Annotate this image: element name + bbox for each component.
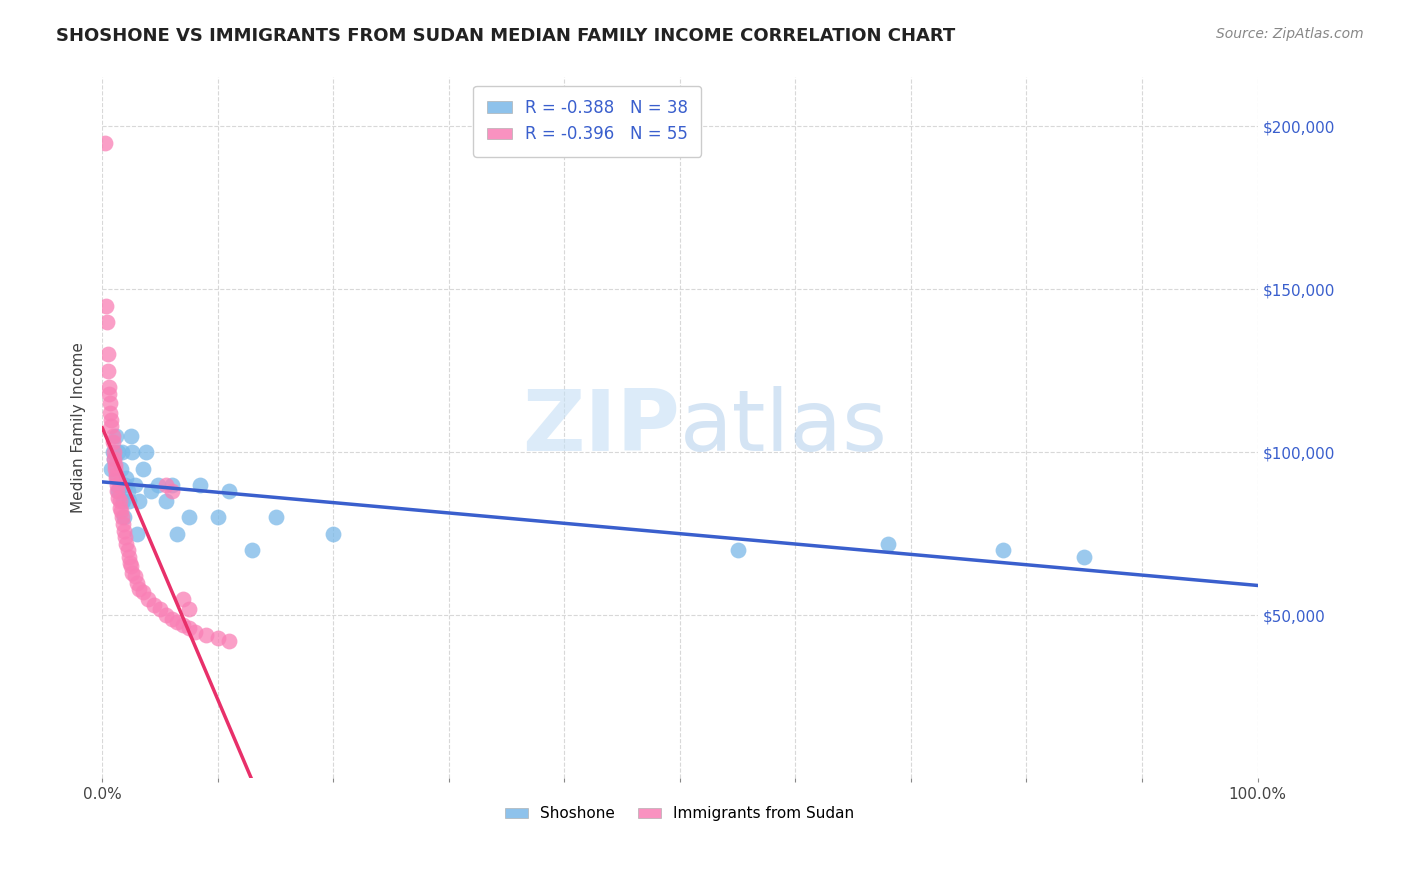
Point	[120, 429, 142, 443]
Text: SHOSHONE VS IMMIGRANTS FROM SUDAN MEDIAN FAMILY INCOME CORRELATION CHART: SHOSHONE VS IMMIGRANTS FROM SUDAN MEDIAN…	[56, 27, 956, 45]
Point	[138, 591, 160, 606]
Text: ZIP: ZIP	[522, 386, 681, 469]
Point	[100, 412, 122, 426]
Point	[107, 484, 129, 499]
Point	[115, 471, 138, 485]
Point	[264, 510, 287, 524]
Point	[727, 543, 749, 558]
Point	[105, 471, 128, 485]
Point	[118, 494, 141, 508]
Point	[103, 445, 125, 459]
Point	[114, 478, 136, 492]
Point	[111, 516, 134, 531]
Point	[103, 451, 125, 466]
Point	[207, 510, 229, 524]
Point	[121, 445, 143, 459]
Point	[160, 484, 183, 499]
Point	[103, 451, 125, 466]
Point	[108, 500, 131, 515]
Point	[111, 510, 134, 524]
Point	[105, 484, 128, 499]
Point	[125, 575, 148, 590]
Point	[195, 628, 218, 642]
Point	[149, 601, 172, 615]
Point	[105, 468, 128, 483]
Point	[111, 445, 134, 459]
Point	[110, 504, 132, 518]
Y-axis label: Median Family Income: Median Family Income	[72, 343, 86, 513]
Point	[117, 543, 139, 558]
Point	[98, 386, 121, 401]
Point	[124, 569, 146, 583]
Text: Source: ZipAtlas.com: Source: ZipAtlas.com	[1216, 27, 1364, 41]
Point	[112, 510, 135, 524]
Point	[177, 601, 200, 615]
Point	[121, 566, 143, 580]
Point	[112, 524, 135, 538]
Point	[96, 315, 118, 329]
Point	[105, 471, 128, 485]
Point	[118, 556, 141, 570]
Point	[97, 347, 120, 361]
Point	[1073, 549, 1095, 564]
Point	[125, 526, 148, 541]
Point	[146, 478, 169, 492]
Point	[155, 608, 177, 623]
Point	[322, 526, 344, 541]
Point	[135, 445, 157, 459]
Point	[101, 429, 124, 443]
Point	[131, 585, 153, 599]
Point	[98, 406, 121, 420]
Point	[128, 494, 150, 508]
Point	[218, 484, 240, 499]
Legend: Shoshone, Immigrants from Sudan: Shoshone, Immigrants from Sudan	[494, 794, 866, 834]
Point	[876, 536, 898, 550]
Point	[177, 621, 200, 635]
Point	[93, 136, 115, 150]
Point	[155, 478, 177, 492]
Point	[166, 615, 188, 629]
Point	[190, 478, 212, 492]
Point	[94, 299, 117, 313]
Point	[120, 559, 142, 574]
Point	[993, 543, 1015, 558]
Point	[107, 445, 129, 459]
Point	[207, 631, 229, 645]
Point	[101, 435, 124, 450]
Point	[183, 624, 205, 639]
Text: atlas: atlas	[681, 386, 887, 469]
Point	[100, 419, 122, 434]
Point	[155, 494, 177, 508]
Point	[107, 491, 129, 505]
Point	[105, 478, 128, 492]
Point	[177, 510, 200, 524]
Point	[105, 429, 128, 443]
Point	[98, 396, 121, 410]
Point	[98, 380, 121, 394]
Point	[117, 484, 139, 499]
Point	[218, 634, 240, 648]
Point	[97, 364, 120, 378]
Point	[166, 526, 188, 541]
Point	[115, 536, 138, 550]
Point	[128, 582, 150, 597]
Point	[242, 543, 264, 558]
Point	[114, 530, 136, 544]
Point	[160, 611, 183, 625]
Point	[100, 461, 122, 475]
Point	[131, 461, 153, 475]
Point	[111, 494, 134, 508]
Point	[172, 591, 194, 606]
Point	[110, 461, 132, 475]
Point	[139, 484, 162, 499]
Point	[108, 494, 131, 508]
Point	[104, 461, 127, 475]
Point	[104, 458, 127, 473]
Point	[124, 478, 146, 492]
Point	[160, 478, 183, 492]
Point	[118, 549, 141, 564]
Point	[172, 618, 194, 632]
Point	[143, 599, 166, 613]
Point	[101, 445, 124, 459]
